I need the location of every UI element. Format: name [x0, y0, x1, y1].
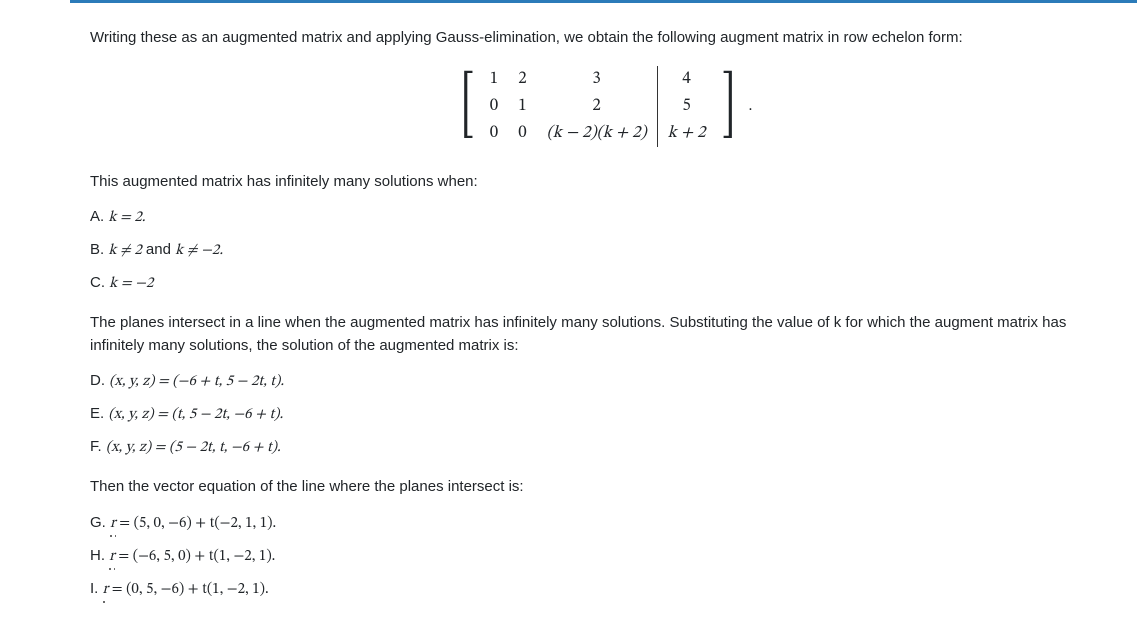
option-d: D. (x, y, z) = (−6 + t, 5 − 2t, t). — [90, 369, 1117, 394]
option-f: F. (x, y, z) = (5 − 2t, t, −6 + t). — [90, 435, 1117, 460]
problem-content: Writing these as an augmented matrix and… — [0, 27, 1137, 630]
option-b-mid: and — [142, 241, 175, 258]
matrix-table: 1 2 3 4 0 1 2 5 0 0 (k − 2)(k + 2) k + 2 — [480, 66, 716, 147]
option-i-label: I. — [90, 580, 103, 597]
m-r2c1: 0 — [480, 93, 508, 120]
option-a: A. k = 2. — [90, 205, 1117, 230]
option-e-math: (x, y, z) = (t, 5 − 2t, −6 + t). — [108, 407, 283, 422]
m-r3c2: 0 — [508, 120, 536, 147]
m-r2c3: 2 — [537, 93, 658, 120]
option-h-var: r — [109, 545, 115, 569]
option-c-label: C. — [90, 274, 109, 291]
option-b-math2: k ≠ −2. — [175, 243, 223, 258]
m-r1c1: 1 — [480, 66, 508, 93]
option-e-label: E. — [90, 405, 108, 422]
m-r1c4: 4 — [657, 66, 715, 93]
augmented-matrix: [ 1 2 3 4 0 1 2 5 0 0 (k − 2)(k + 2) k +… — [90, 66, 1117, 147]
option-h: H. r = (−6, 5, 0) + t(1, −2, 1). — [90, 544, 1117, 569]
q2-prompt: The planes intersect in a line when the … — [90, 312, 1117, 357]
option-b-math1: k ≠ 2 — [108, 243, 141, 258]
option-g-var: r — [110, 512, 116, 536]
option-i-math: = (0, 5, −6) + t(1, −2, 1). — [108, 582, 268, 597]
option-a-label: A. — [90, 208, 108, 225]
q3-prompt: Then the vector equation of the line whe… — [90, 476, 1117, 499]
option-g-math: = (5, 0, −6) + t(−2, 1, 1). — [116, 516, 276, 531]
option-g-label: G. — [90, 514, 110, 531]
option-h-label: H. — [90, 547, 109, 564]
option-a-math: k = 2. — [108, 210, 145, 225]
option-b-label: B. — [90, 241, 108, 258]
option-g: G. r = (5, 0, −6) + t(−2, 1, 1). — [90, 511, 1117, 536]
q1-prompt: This augmented matrix has infinitely man… — [90, 171, 1117, 194]
intro-text: Writing these as an augmented matrix and… — [90, 27, 1117, 50]
m-r2c4: 5 — [657, 93, 715, 120]
option-i: I. r = (0, 5, −6) + t(1, −2, 1). — [90, 577, 1117, 602]
left-bracket: [ — [460, 74, 474, 139]
option-f-label: F. — [90, 438, 106, 455]
m-r2c2: 1 — [508, 93, 536, 120]
m-r1c2: 2 — [508, 66, 536, 93]
option-c-math: k = −2 — [109, 276, 153, 291]
option-b: B. k ≠ 2 and k ≠ −2. — [90, 238, 1117, 263]
option-d-math: (x, y, z) = (−6 + t, 5 − 2t, t). — [109, 374, 284, 389]
m-r3c4: k + 2 — [657, 120, 715, 147]
right-bracket: ] — [721, 74, 735, 139]
option-f-math: (x, y, z) = (5 − 2t, t, −6 + t). — [106, 440, 281, 455]
m-r3c1: 0 — [480, 120, 508, 147]
option-d-label: D. — [90, 372, 109, 389]
option-h-math: = (−6, 5, 0) + t(1, −2, 1). — [115, 549, 275, 564]
matrix-period: . — [749, 97, 753, 116]
m-r3c3: (k − 2)(k + 2) — [537, 120, 658, 147]
option-c: C. k = −2 — [90, 271, 1117, 296]
option-i-var: r — [103, 578, 109, 602]
option-e: E. (x, y, z) = (t, 5 − 2t, −6 + t). — [90, 402, 1117, 427]
m-r1c3: 3 — [537, 66, 658, 93]
